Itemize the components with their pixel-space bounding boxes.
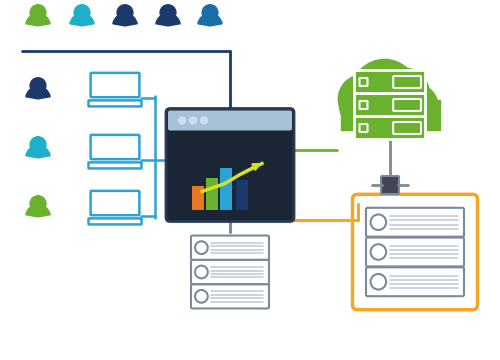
FancyBboxPatch shape (360, 101, 368, 109)
FancyBboxPatch shape (354, 117, 426, 140)
Circle shape (178, 117, 186, 124)
FancyBboxPatch shape (191, 235, 269, 260)
Circle shape (117, 5, 133, 21)
FancyBboxPatch shape (88, 219, 142, 224)
Bar (236, 180, 248, 210)
FancyBboxPatch shape (352, 194, 478, 310)
Circle shape (370, 244, 386, 260)
Bar (173, 121, 287, 129)
Circle shape (370, 215, 386, 230)
Circle shape (195, 266, 207, 278)
FancyBboxPatch shape (393, 99, 421, 111)
Bar (192, 185, 204, 210)
FancyBboxPatch shape (90, 191, 140, 215)
Wedge shape (26, 204, 50, 217)
FancyBboxPatch shape (354, 71, 426, 94)
Circle shape (74, 5, 90, 21)
Wedge shape (26, 145, 50, 158)
Circle shape (30, 5, 46, 21)
Circle shape (30, 196, 46, 212)
FancyBboxPatch shape (393, 122, 421, 134)
Circle shape (30, 78, 46, 94)
Circle shape (30, 137, 46, 153)
Wedge shape (198, 14, 222, 26)
Wedge shape (156, 14, 180, 26)
Bar (220, 167, 232, 210)
FancyBboxPatch shape (191, 260, 269, 284)
Circle shape (200, 117, 207, 124)
FancyBboxPatch shape (90, 135, 140, 159)
Wedge shape (70, 14, 94, 26)
FancyBboxPatch shape (90, 73, 140, 97)
FancyBboxPatch shape (191, 284, 269, 309)
FancyBboxPatch shape (88, 162, 142, 168)
Wedge shape (26, 14, 50, 26)
FancyBboxPatch shape (360, 124, 368, 132)
Circle shape (195, 290, 207, 303)
FancyBboxPatch shape (366, 238, 464, 266)
Circle shape (340, 78, 392, 131)
Bar (340, 100, 440, 130)
Circle shape (338, 75, 386, 123)
FancyBboxPatch shape (381, 176, 399, 194)
Circle shape (352, 59, 418, 125)
FancyBboxPatch shape (393, 76, 421, 88)
Circle shape (370, 274, 386, 289)
FancyBboxPatch shape (166, 108, 294, 221)
FancyBboxPatch shape (360, 78, 368, 86)
Circle shape (195, 241, 207, 254)
FancyBboxPatch shape (354, 94, 426, 117)
Circle shape (160, 5, 176, 21)
FancyBboxPatch shape (366, 208, 464, 237)
Wedge shape (113, 14, 137, 26)
Circle shape (377, 68, 430, 121)
FancyBboxPatch shape (88, 100, 142, 107)
FancyBboxPatch shape (168, 111, 292, 131)
Circle shape (202, 5, 218, 21)
Wedge shape (26, 86, 50, 99)
FancyBboxPatch shape (366, 267, 464, 296)
Bar (206, 177, 218, 210)
Circle shape (190, 117, 196, 124)
Circle shape (390, 84, 438, 132)
